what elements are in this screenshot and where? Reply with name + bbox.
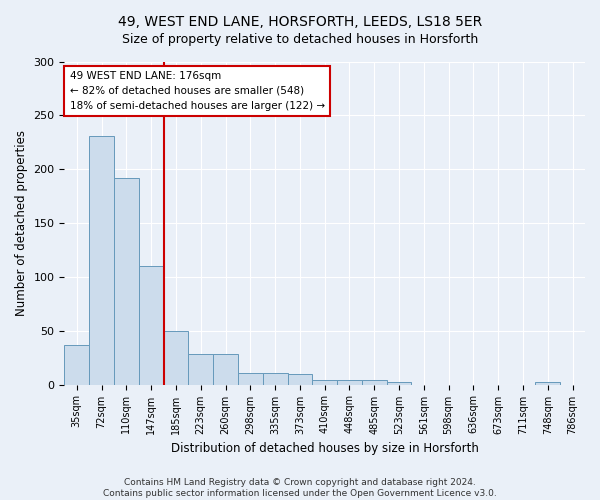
Bar xyxy=(89,136,114,384)
Bar xyxy=(139,266,164,384)
Bar xyxy=(238,372,263,384)
Bar xyxy=(213,354,238,384)
Text: Size of property relative to detached houses in Horsforth: Size of property relative to detached ho… xyxy=(122,32,478,46)
Bar xyxy=(313,380,337,384)
Bar xyxy=(263,372,287,384)
Text: Contains HM Land Registry data © Crown copyright and database right 2024.
Contai: Contains HM Land Registry data © Crown c… xyxy=(103,478,497,498)
Bar xyxy=(164,330,188,384)
Bar xyxy=(386,382,412,384)
Bar xyxy=(362,380,386,384)
X-axis label: Distribution of detached houses by size in Horsforth: Distribution of detached houses by size … xyxy=(171,442,479,455)
Bar xyxy=(64,344,89,385)
Bar xyxy=(188,354,213,384)
Bar xyxy=(287,374,313,384)
Text: 49, WEST END LANE, HORSFORTH, LEEDS, LS18 5ER: 49, WEST END LANE, HORSFORTH, LEEDS, LS1… xyxy=(118,15,482,29)
Bar xyxy=(535,382,560,384)
Bar xyxy=(114,178,139,384)
Y-axis label: Number of detached properties: Number of detached properties xyxy=(15,130,28,316)
Text: 49 WEST END LANE: 176sqm
← 82% of detached houses are smaller (548)
18% of semi-: 49 WEST END LANE: 176sqm ← 82% of detach… xyxy=(70,71,325,111)
Bar xyxy=(337,380,362,384)
